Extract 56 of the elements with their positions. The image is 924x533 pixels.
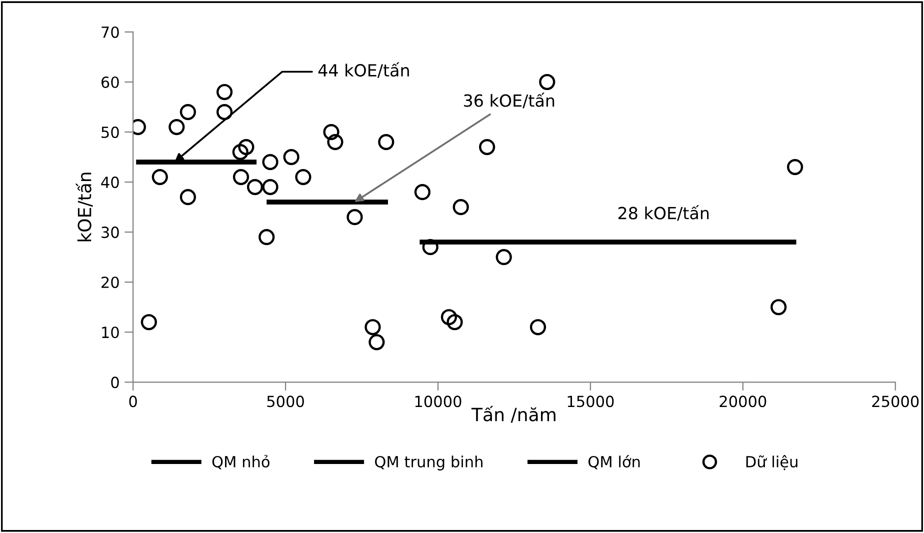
x-tick-label: 5000 [267, 396, 304, 408]
point [180, 104, 196, 120]
point [246, 179, 264, 196]
point [216, 104, 233, 120]
point [378, 134, 394, 150]
y-tick-label: 40 [101, 176, 119, 188]
point [446, 314, 463, 330]
point [238, 138, 254, 156]
point [283, 148, 300, 166]
point [152, 169, 168, 186]
point [786, 158, 804, 176]
y-tick-label: 60 [101, 76, 119, 88]
y-tick-label: 30 [102, 226, 119, 238]
point [327, 134, 344, 150]
y-axis-title: kOE/tấn [76, 172, 93, 242]
point [496, 249, 512, 266]
point [346, 209, 363, 226]
point [168, 118, 185, 136]
x-tick-label: 25000 [872, 396, 919, 408]
y-tick-label: 0 [111, 376, 119, 388]
point [232, 144, 248, 160]
annotation: 36 kOE/tấn [464, 92, 554, 108]
point [368, 334, 385, 350]
x-tick-label: 10000 [415, 396, 462, 408]
point [452, 199, 469, 216]
point [258, 229, 275, 246]
point [422, 239, 438, 256]
x-tick-label: 20000 [720, 396, 766, 408]
y-tick-label: 50 [102, 126, 119, 138]
y-tick-label: 10 [102, 326, 119, 338]
x-axis-title: Tấn /năm [471, 406, 556, 423]
point [232, 169, 250, 186]
point [770, 299, 787, 316]
x-tick-label: 0 [129, 396, 137, 408]
legend-label: QM nhỏ [212, 454, 270, 470]
y-tick-label: 70 [102, 26, 119, 38]
point [180, 189, 196, 206]
point [414, 184, 430, 200]
point [539, 74, 556, 90]
point [216, 84, 233, 100]
point [295, 169, 312, 186]
point [140, 314, 157, 330]
point [262, 179, 278, 196]
point [262, 154, 278, 170]
point [323, 124, 340, 140]
x-tick-label: 15000 [568, 396, 614, 408]
point [440, 309, 458, 326]
point [364, 319, 381, 336]
legend-label: QM trung binh [375, 456, 482, 470]
point [530, 319, 546, 336]
annotation: 44 kOE/tấn [318, 62, 409, 78]
legend-label: QM lớn [588, 455, 640, 470]
y-tick-label: 20 [102, 276, 119, 288]
annotation: 28 kOE/tấn [618, 205, 709, 221]
point [479, 138, 496, 156]
legend-label: Dữ liệu [746, 455, 798, 470]
